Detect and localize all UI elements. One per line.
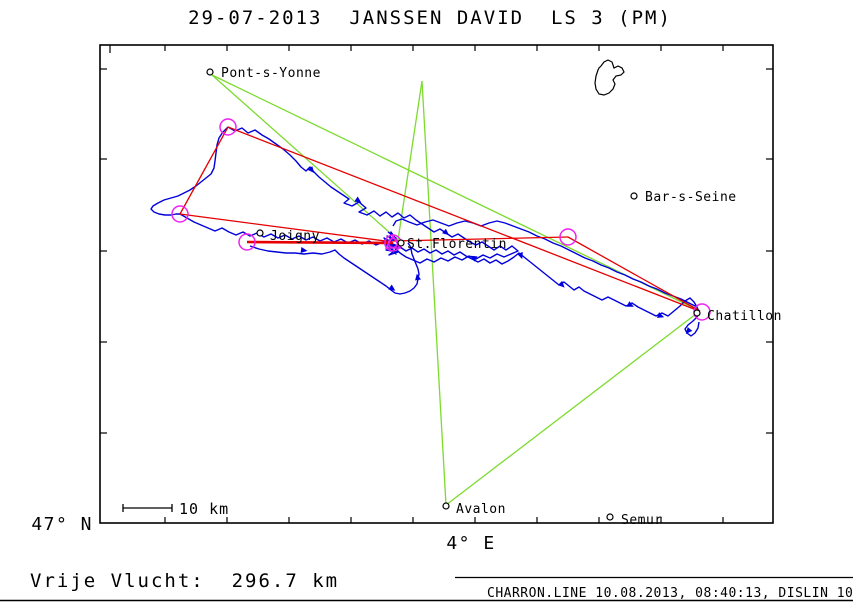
turnpoint-circle: [171, 205, 189, 223]
scoring-line: [421, 80, 447, 506]
town-marker: [256, 229, 264, 237]
course-line: [179, 126, 229, 215]
track-strand: [227, 126, 519, 264]
turnpoint-circle: [238, 233, 256, 251]
course-line: [567, 236, 701, 312]
town-marker: [630, 192, 638, 200]
turnpoint-circle: [559, 228, 577, 246]
town-label: Bar-s-Seine: [645, 190, 737, 205]
town-marker: [206, 68, 214, 76]
lake-outline: [594, 59, 625, 96]
course-line: [179, 213, 394, 243]
scoring-line: [445, 313, 697, 506]
course-line: [392, 236, 569, 242]
town-label: Pont-s-Yonne: [221, 66, 321, 81]
town-label: Joigny: [270, 229, 320, 244]
footer-distance: Vrije Vlucht: 296.7 km: [30, 570, 339, 592]
town-label: Avalon: [456, 502, 506, 517]
town-marker: [606, 513, 614, 521]
flight-track: [150, 126, 700, 337]
track-direction-arrow: [415, 273, 421, 281]
track-strand: [249, 242, 420, 295]
town-marker: [693, 309, 701, 317]
map-frame-rect: [99, 44, 774, 524]
page-title: 29-07-2013 JANSSEN DAVID LS 3 (PM): [188, 7, 672, 29]
track-direction-arrow: [470, 255, 478, 262]
y-axis-label: 47° N: [31, 514, 93, 535]
turnpoint-markers: [171, 118, 711, 321]
track-direction-arrow: [442, 228, 449, 236]
axis-ticks: [100, 45, 773, 523]
scale-bar-label: 10 km: [179, 500, 229, 518]
town-marker: [397, 239, 405, 247]
track-direction-arrow: [517, 251, 523, 260]
track-direction-arrow: [557, 280, 565, 288]
scoring-line: [211, 74, 701, 312]
track-direction-arrow: [685, 327, 693, 334]
track-strand: [392, 243, 700, 337]
scoring-lines: [211, 74, 701, 506]
map-frame: [99, 44, 774, 524]
town-markers: Pont-s-Yonne Bar-s-Seine Joigny St.Florenti…: [206, 66, 782, 528]
track-direction-arrow: [307, 166, 315, 173]
town-label: Semur: [621, 513, 663, 528]
scale-bar: 10 km: [122, 500, 229, 518]
town-label: Chatillon: [707, 309, 782, 324]
footer-attribution: CHARRON.LINE 10.08.2013, 08:40:13, DISLI…: [487, 586, 853, 601]
town-marker: [442, 502, 450, 510]
track-direction-arrow: [656, 312, 665, 318]
track-direction-arrow: [388, 284, 396, 291]
town-label: St.Florentin: [407, 237, 507, 252]
course-line: [246, 240, 394, 245]
track-direction-arrow: [626, 301, 634, 307]
x-axis-label: 4° E: [446, 533, 495, 554]
course-line: [227, 126, 700, 312]
scoring-line: [397, 80, 423, 241]
lake-contour: [594, 59, 625, 96]
track-strand: [392, 218, 698, 308]
turnpoint-circle: [219, 118, 237, 136]
course-lines: [179, 126, 701, 312]
track-strand: [150, 126, 229, 216]
track-direction-arrow: [354, 196, 362, 203]
track-direction-arrow: [300, 247, 308, 253]
